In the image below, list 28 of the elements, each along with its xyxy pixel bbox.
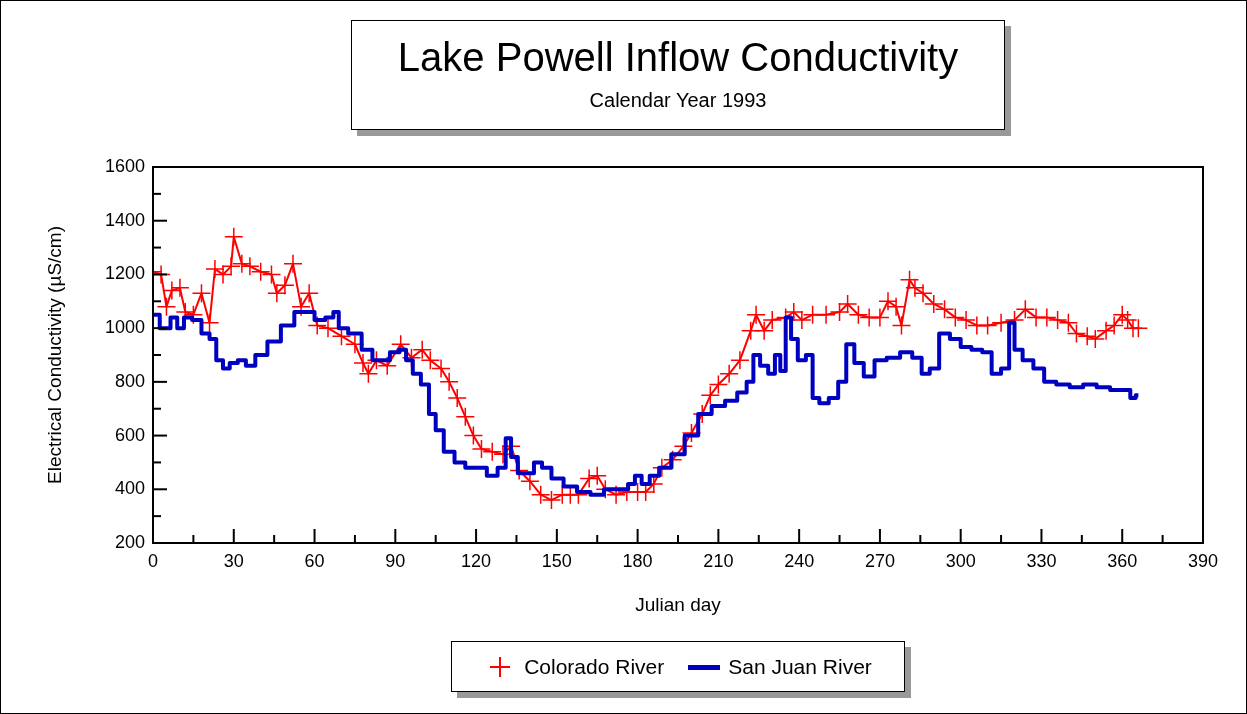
legend-label: San Juan River: [728, 654, 872, 679]
x-tick-label: 150: [541, 550, 572, 571]
y-tick-label: 1000: [104, 317, 145, 338]
chart-title: Lake Powell Inflow Conductivity: [396, 34, 960, 81]
x-tick-label: 210: [703, 550, 734, 571]
y-axis-title: Electrical Conductivity (µS/cm): [43, 225, 65, 485]
x-tick-label: 30: [223, 550, 244, 571]
x-tick-label: 120: [461, 550, 492, 571]
y-tick-label: 1400: [104, 209, 145, 230]
x-tick-label: 330: [1026, 550, 1057, 571]
x-tick-label: 390: [1187, 550, 1219, 571]
x-axis-title: Julian day: [635, 593, 722, 615]
x-tick-label: 180: [622, 550, 653, 571]
y-tick-label: 1200: [104, 263, 145, 284]
y-tick-label: 800: [114, 370, 145, 391]
y-tick-label: 200: [114, 531, 145, 552]
x-tick-label: 240: [784, 550, 815, 571]
x-tick-label: 90: [385, 550, 406, 571]
y-tick-label: 1600: [104, 155, 145, 176]
x-tick-label: 360: [1107, 550, 1138, 571]
x-tick-label: 60: [304, 550, 325, 571]
x-tick-label: 270: [864, 550, 895, 571]
y-tick-label: 400: [114, 478, 145, 499]
x-tick-label: 0: [147, 550, 159, 571]
chart-subtitle: Calendar Year 1993: [588, 89, 768, 112]
x-tick-label: 300: [945, 550, 976, 571]
legend-label: Colorado River: [524, 654, 665, 679]
y-tick-label: 600: [114, 424, 145, 445]
